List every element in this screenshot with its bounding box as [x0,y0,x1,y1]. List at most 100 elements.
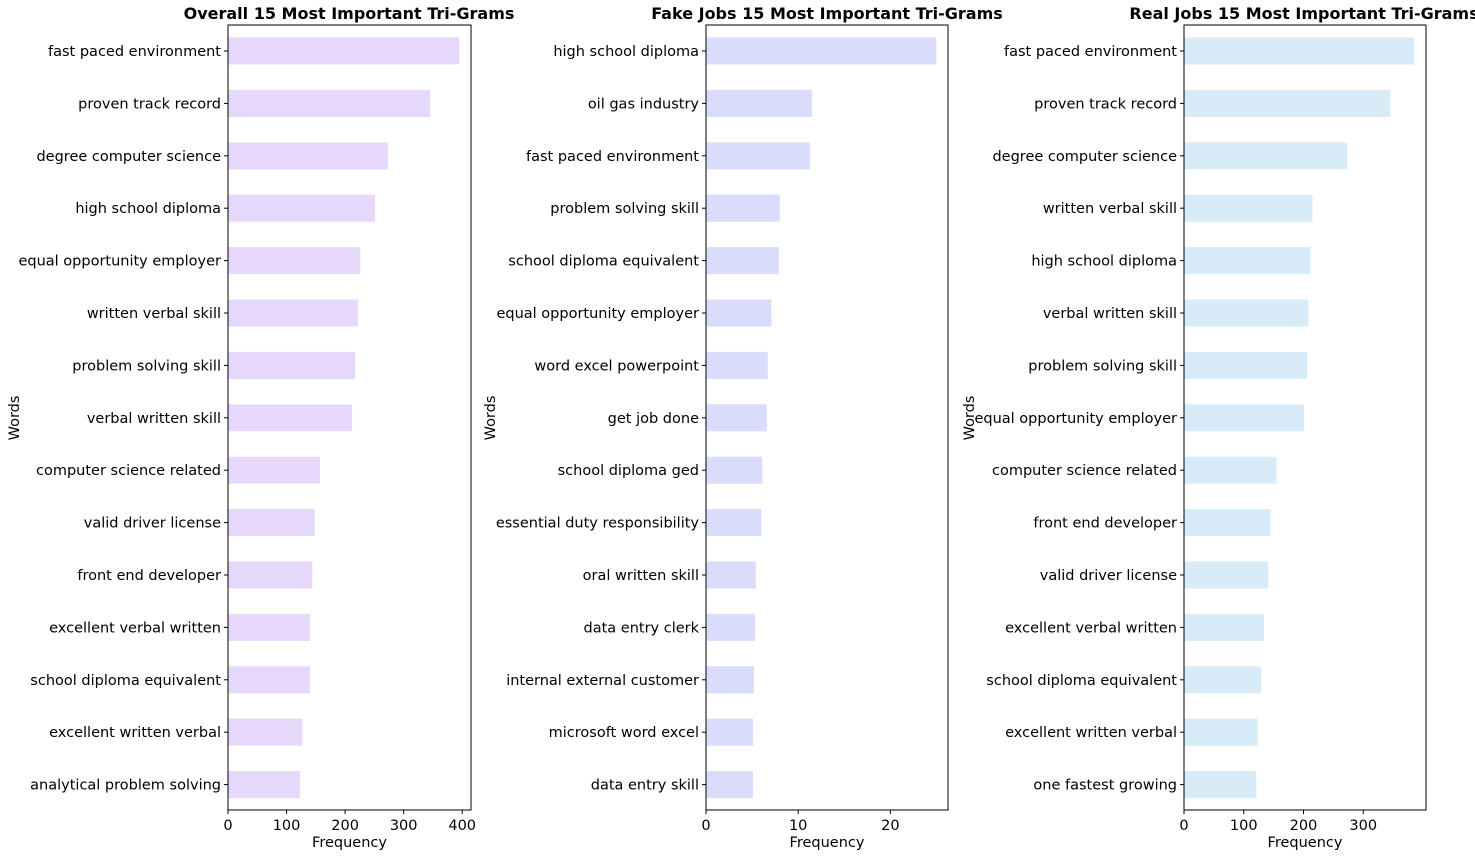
x-tick-label: 300 [390,818,418,834]
category-label: word excel powerpoint [534,358,699,374]
bar [228,509,315,537]
category-label: data entry skill [591,778,699,794]
category-label: oral written skill [583,568,699,584]
bar [228,351,356,379]
chart-title: Real Jobs 15 Most Important Tri-Grams [1129,4,1475,23]
category-label: front end developer [1033,516,1177,532]
x-tick-label: 100 [273,818,301,834]
bar [228,404,353,432]
category-label: proven track record [1034,96,1177,112]
bar [1184,561,1269,589]
bar [228,89,431,117]
x-tick-label: 0 [1179,818,1188,834]
bar [228,718,303,746]
category-label: microsoft word excel [549,725,699,741]
bar [228,771,301,799]
category-label: verbal written skill [87,411,221,427]
x-axis-label: Frequency [790,835,865,851]
category-label: high school diploma [1031,254,1177,270]
category-label: excellent verbal written [49,620,221,636]
y-axis-label: Words [962,396,978,441]
category-label: problem solving skill [550,201,699,217]
chart-panel-1: Overall 15 Most Important Tri-Grams fast … [7,4,514,851]
y-axis-label: Words [7,396,23,441]
bar [706,299,772,327]
bar [1184,351,1308,379]
category-label: fast paced environment [526,149,699,165]
chart-panel-3: Real Jobs 15 Most Important Tri-Grams fas… [962,4,1475,851]
bar [1184,771,1257,799]
x-axis-label: Frequency [1268,835,1343,851]
bar [706,771,754,799]
bar [706,194,780,222]
bar [706,456,763,484]
bar [1184,37,1415,65]
bar [228,561,313,589]
bar [1184,456,1277,484]
category-label: degree computer science [992,149,1177,165]
x-tick-label: 200 [1290,818,1318,834]
bar [228,37,460,65]
category-label: fast paced environment [48,44,221,60]
bar [706,351,768,379]
category-label: excellent written verbal [49,725,221,741]
x-tick-label: 100 [1230,818,1258,834]
category-label: front end developer [77,568,221,584]
category-label: written verbal skill [1043,201,1177,217]
bar [228,142,388,170]
bar [1184,194,1313,222]
bar [706,89,813,117]
bar [706,142,811,170]
bar [706,666,754,694]
y-axis-label: Words [483,396,499,441]
x-axis-label: Frequency [312,835,387,851]
category-label: computer science related [992,463,1177,479]
category-label: equal opportunity employer [496,306,699,322]
category-label: school diploma equivalent [30,673,221,689]
bar [1184,404,1305,432]
bar [228,666,310,694]
bar [706,247,779,275]
category-label: get job done [608,411,699,427]
bar [228,456,320,484]
bar [1184,613,1265,641]
plot-frame [227,24,472,811]
category-label: equal opportunity employer [974,411,1177,427]
category-label: internal external customer [506,673,699,689]
chart-panel-2: Fake Jobs 15 Most Important Tri-Grams hig… [483,4,1003,851]
category-label: fast paced environment [1004,44,1177,60]
category-label: one fastest growing [1033,778,1177,794]
category-label: problem solving skill [72,358,221,374]
bar [1184,247,1311,275]
bar [228,194,375,222]
category-label: oil gas industry [588,96,700,112]
category-label: school diploma equivalent [986,673,1177,689]
x-tick-label: 10 [789,818,807,834]
category-label: equal opportunity employer [18,254,221,270]
bar [228,299,358,327]
bar [1184,718,1258,746]
category-label: high school diploma [75,201,221,217]
bar [706,404,767,432]
category-label: degree computer science [36,149,221,165]
bar [706,509,762,537]
bar [706,613,755,641]
x-tick-label: 300 [1349,818,1377,834]
category-label: excellent written verbal [1005,725,1177,741]
category-label: high school diploma [553,44,699,60]
bar [228,613,310,641]
x-tick-label: 0 [701,818,710,834]
category-label: school diploma ged [558,463,699,479]
category-label: problem solving skill [1028,358,1177,374]
bar [706,37,937,65]
x-tick-label: 200 [331,818,359,834]
category-label: proven track record [78,96,221,112]
bar [1184,299,1309,327]
category-label: valid driver license [84,516,221,532]
category-label: essential duty responsibility [496,516,700,532]
x-tick-label: 20 [881,818,899,834]
bar [1184,666,1262,694]
bar [1184,89,1391,117]
category-label: school diploma equivalent [508,254,699,270]
